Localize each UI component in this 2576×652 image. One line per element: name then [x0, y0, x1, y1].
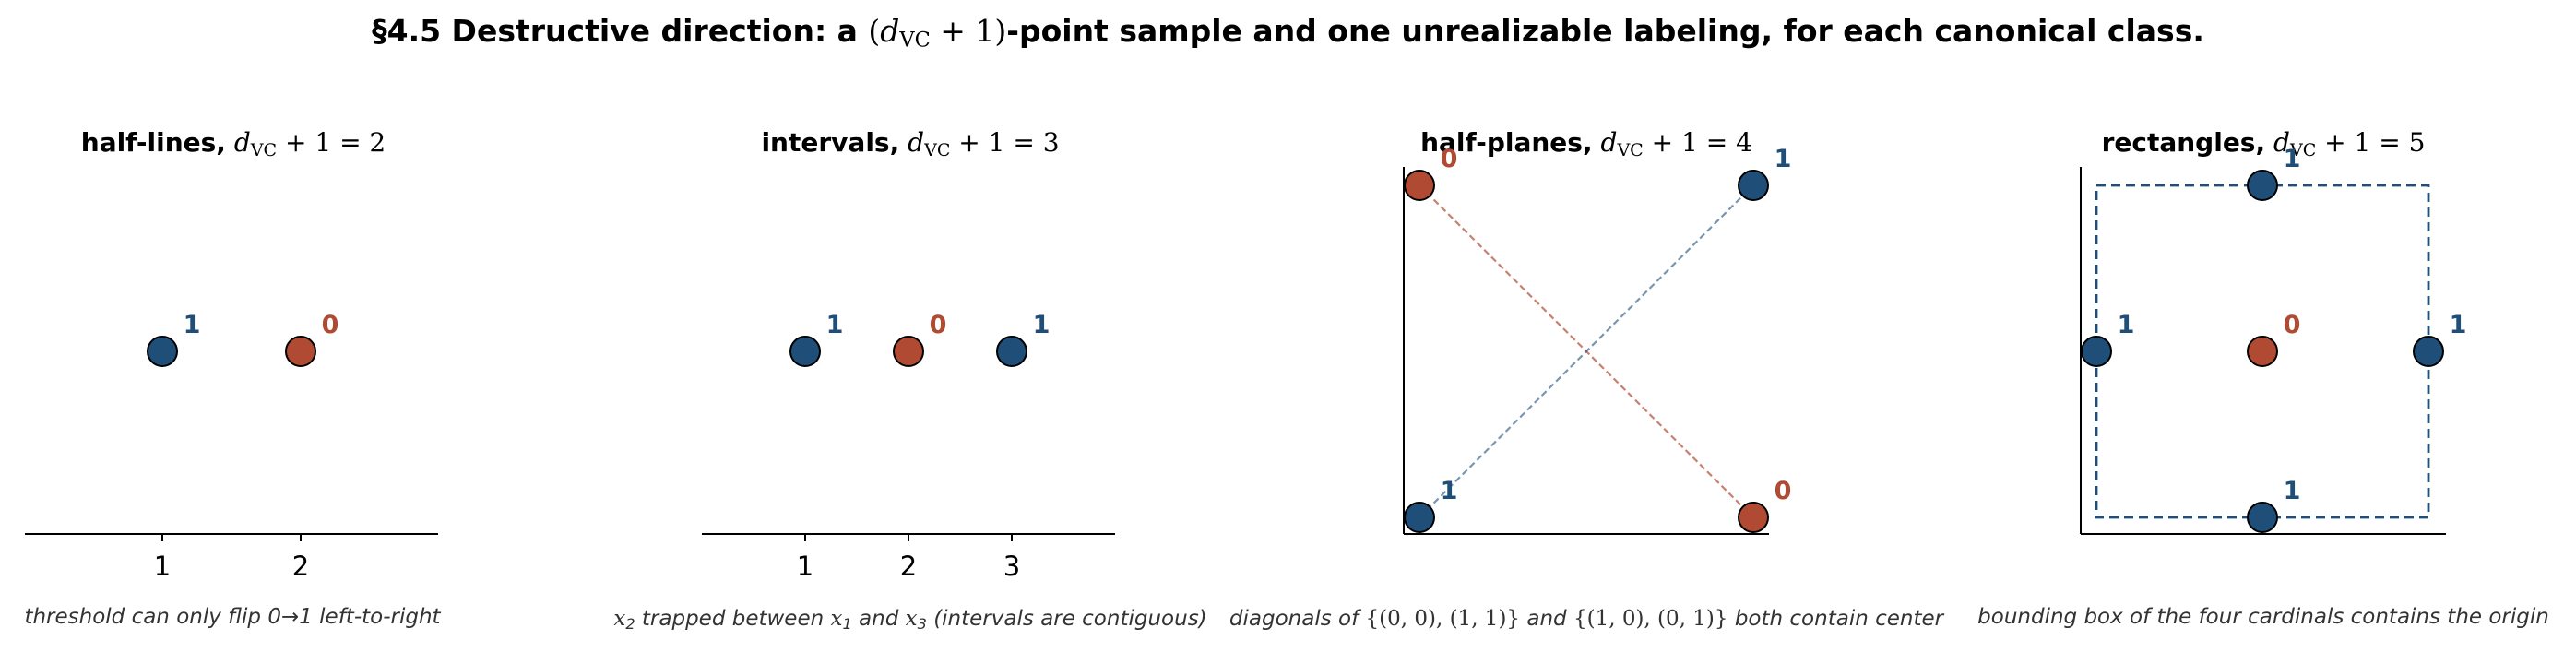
intervals-point-0-label: 1: [826, 311, 844, 339]
half-planes-point-3-label: 0: [1775, 477, 1792, 505]
half-planes-diagonal-one: [1419, 184, 1754, 518]
half-planes-point-0-label: 0: [1441, 145, 1458, 173]
panel-title-rectangles: rectangles, dVC + 1 = 5: [2101, 127, 2426, 160]
half-planes-point-2-label: 1: [1441, 477, 1458, 505]
half-lines-point-0-marker: [147, 336, 178, 367]
intervals-point-1-label: 0: [930, 311, 947, 339]
rectangles-point-2-label: 0: [2284, 311, 2301, 339]
half-planes-point-1-label: 1: [1775, 145, 1792, 173]
rectangles-point-0-marker: [2247, 170, 2278, 201]
intervals-point-0-marker: [789, 336, 821, 367]
panel-title-intervals: intervals, dVC + 1 = 3: [761, 127, 1060, 160]
panel-title-half-lines: half-lines, dVC + 1 = 2: [80, 127, 386, 160]
half-planes-point-0-marker: [1404, 170, 1435, 201]
rectangles-point-1-label: 1: [2118, 311, 2135, 339]
panel-title-half-planes: half-planes, dVC + 1 = 4: [1420, 127, 1752, 160]
intervals-point-1-marker: [893, 336, 924, 367]
rectangles-point-1-marker: [2081, 336, 2112, 367]
rectangles-point-0-label: 1: [2284, 145, 2301, 173]
half-lines-tick-label-1: 1: [154, 551, 171, 582]
intervals-point-2-label: 1: [1033, 311, 1051, 339]
caption-half-planes: diagonals of {(0, 0), (1, 1)} and {(1, 0…: [1229, 607, 1944, 631]
intervals-tick-label-1: 1: [797, 551, 813, 582]
half-lines-tick-label-2: 2: [292, 551, 309, 582]
half-lines-point-1-label: 0: [322, 311, 339, 339]
rectangles-point-2-marker: [2247, 336, 2278, 367]
caption-half-lines: threshold can only flip 0→1 left-to-righ…: [24, 605, 441, 629]
intervals-tick-label-2: 2: [900, 551, 917, 582]
caption-intervals: x2 trapped between x1 and x3 (intervals …: [613, 607, 1207, 634]
half-planes-point-2-marker: [1404, 502, 1435, 533]
intervals-point-2-marker: [996, 336, 1027, 367]
rectangles-point-4-marker: [2247, 502, 2278, 533]
half-planes-point-1-marker: [1738, 170, 1769, 201]
half-planes-point-3-marker: [1738, 502, 1769, 533]
half-lines-point-0-label: 1: [184, 311, 201, 339]
rectangles-point-3-marker: [2413, 336, 2444, 367]
intervals-tick-label-3: 3: [1003, 551, 1020, 582]
caption-rectangles: bounding box of the four cardinals conta…: [1977, 605, 2549, 629]
rectangles-point-4-label: 1: [2284, 477, 2301, 505]
rectangles-point-3-label: 1: [2450, 311, 2467, 339]
figure-title: §4.5 Destructive direction: a (dVC + 1)-…: [372, 13, 2204, 53]
half-lines-point-1-marker: [285, 336, 316, 367]
